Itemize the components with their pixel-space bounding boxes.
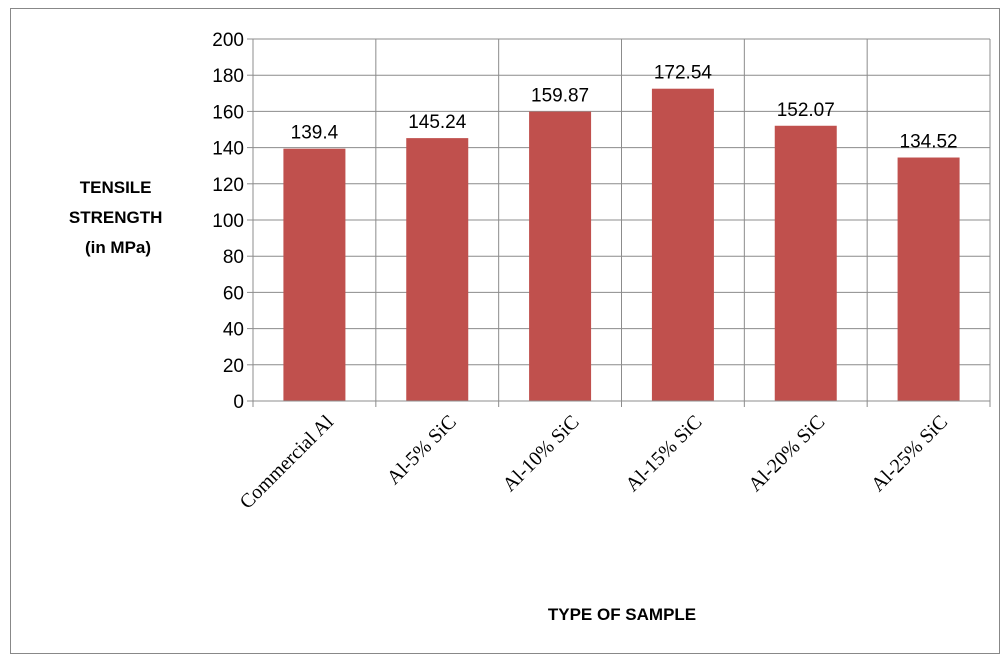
y-tick-label: 200 (212, 30, 244, 51)
bar-value-label: 139.4 (291, 123, 339, 144)
x-category-label: Al-20% SiC (744, 411, 829, 496)
bar-value-label: 159.87 (531, 86, 589, 107)
y-tick-label: 40 (223, 320, 244, 341)
bar-value-label: 172.54 (654, 63, 713, 84)
y-tick-label: 180 (212, 66, 244, 87)
bar (283, 148, 346, 401)
y-axis-title: TENSILE STRENGTH (in MPa) (69, 178, 167, 257)
bar (406, 138, 469, 401)
x-category-label: Al-5% SiC (383, 411, 461, 489)
x-category-label: Al-25% SiC (867, 411, 952, 496)
bar (529, 111, 592, 401)
bar-value-label: 145.24 (408, 112, 467, 133)
axes (247, 38, 991, 407)
y-axis-title-line-2: STRENGTH (69, 208, 163, 227)
y-axis-title-line-3: (in MPa) (85, 238, 151, 257)
y-axis-title-line-1: TENSILE (80, 178, 152, 197)
y-tick-label: 60 (223, 283, 244, 304)
y-tick-label: 80 (223, 247, 244, 268)
bar (897, 157, 960, 401)
x-category-label: Al-10% SiC (499, 411, 584, 496)
bar (651, 88, 714, 401)
x-category-label: Al-15% SiC (621, 411, 706, 496)
x-axis-title: TYPE OF SAMPLE (548, 605, 696, 624)
gridlines (253, 38, 991, 401)
y-tick-label: 140 (212, 139, 244, 160)
y-tick-label: 120 (212, 175, 244, 196)
y-tick-label: 0 (233, 392, 244, 413)
y-tick-label: 160 (212, 102, 244, 123)
y-tick-label: 20 (223, 356, 244, 377)
x-category-label: Commercial Al (236, 411, 339, 514)
bar (774, 125, 837, 402)
bar-value-label: 134.52 (900, 132, 958, 153)
y-tick-label: 100 (212, 211, 244, 232)
bars (283, 88, 960, 402)
bar-value-label: 152.07 (777, 100, 835, 121)
